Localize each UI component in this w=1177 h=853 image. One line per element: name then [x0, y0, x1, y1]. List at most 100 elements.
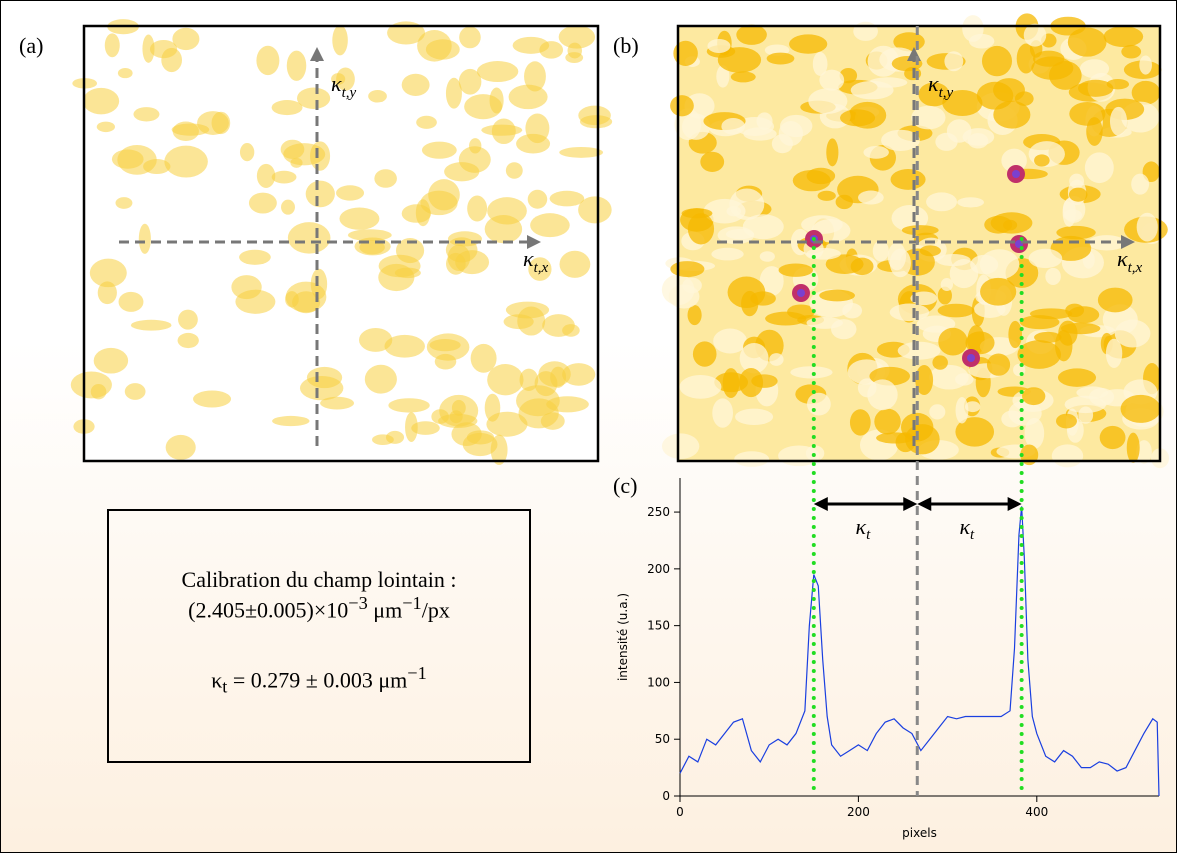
image-frame [676, 24, 1162, 463]
speckle [919, 245, 941, 257]
speckle [508, 84, 548, 110]
speckle [484, 215, 523, 244]
speckle [172, 121, 199, 142]
speckle [1064, 395, 1107, 414]
bright-core [797, 289, 805, 297]
axis-symbol: κt,x [1117, 246, 1142, 276]
speckle [111, 149, 144, 169]
speckle [470, 343, 497, 373]
speckle [467, 195, 488, 222]
speckle [239, 249, 271, 265]
annotation: κt [959, 514, 975, 543]
speckle [524, 61, 546, 92]
speckle [172, 27, 200, 51]
speckle [721, 118, 746, 135]
y-tick-label: 250 [647, 505, 670, 519]
x-tick-label: 200 [847, 805, 870, 819]
text-part: (2.405±0.005)×10 [188, 597, 349, 623]
speckle [562, 324, 580, 337]
x-axis-label: pixels [902, 826, 937, 840]
speckle [806, 316, 844, 329]
y-tick-label: 200 [647, 562, 670, 576]
speckle [670, 261, 705, 277]
speckle [1099, 425, 1126, 450]
speckle [142, 34, 155, 63]
speckle [967, 133, 989, 149]
speckle [1097, 287, 1133, 313]
speckle [528, 257, 552, 281]
symbol: κ [928, 71, 939, 96]
speckle [965, 331, 995, 355]
speckle [1078, 406, 1094, 424]
speckle [429, 339, 461, 352]
speckle [299, 375, 344, 401]
speckle [287, 222, 331, 254]
speckle [558, 25, 596, 49]
speckle [819, 289, 855, 302]
speckle [986, 353, 1011, 376]
speckle [271, 170, 297, 184]
text-part: = 0.279 ± 0.003 μm [227, 667, 408, 693]
speckle [578, 105, 611, 126]
speckle [505, 162, 523, 179]
speckle [890, 169, 926, 190]
speckle [1068, 187, 1088, 202]
speckle [104, 33, 120, 58]
speckle [779, 114, 813, 138]
speckle [421, 141, 457, 159]
speckle [730, 71, 756, 83]
speckle [530, 213, 570, 238]
speckle [1114, 319, 1151, 348]
speckle [1034, 331, 1062, 343]
text-part: −1 [402, 593, 422, 613]
speckle [700, 151, 725, 172]
speckle [765, 311, 807, 326]
speckle [1120, 394, 1161, 423]
speckle [850, 257, 874, 276]
speckle [957, 197, 984, 208]
speckle [687, 305, 702, 326]
speckle [673, 40, 698, 67]
speckle [778, 263, 813, 277]
speckle [459, 26, 481, 49]
symbol: κ [959, 514, 970, 539]
arrow-head [1121, 235, 1135, 249]
speckle [850, 80, 894, 100]
y-axis-label: intensité (u.a.) [616, 593, 630, 681]
speckle [512, 36, 550, 54]
speckle [562, 363, 596, 386]
speckle [806, 167, 836, 185]
speckle [1029, 308, 1073, 320]
speckle [932, 355, 948, 370]
speckle [331, 73, 346, 85]
speckle [937, 303, 975, 318]
speckle [401, 204, 432, 223]
speckle [808, 88, 848, 114]
speckle [734, 451, 770, 467]
speckle [915, 365, 934, 396]
speckle [239, 143, 255, 162]
speckle [1031, 56, 1074, 80]
axis-symbol: κt,y [331, 71, 356, 101]
speckle [193, 390, 232, 408]
axis-symbol: κt,y [928, 71, 953, 101]
text-part: −3 [348, 593, 368, 613]
speckle [806, 247, 841, 260]
sub: t,y [939, 85, 954, 101]
speckle [806, 392, 831, 416]
speckle [434, 353, 457, 370]
speckle [428, 179, 460, 211]
speckle [281, 199, 295, 215]
speckle [118, 291, 144, 312]
speckle [197, 111, 229, 135]
speckle [1121, 44, 1142, 59]
speckle [741, 290, 759, 317]
speckle [1051, 444, 1084, 468]
speckle [445, 77, 462, 109]
speckle [359, 328, 393, 352]
speckle [926, 192, 958, 212]
speckle [717, 47, 762, 73]
speckle [516, 133, 551, 154]
speckle [897, 341, 941, 360]
speckle [1001, 410, 1024, 428]
